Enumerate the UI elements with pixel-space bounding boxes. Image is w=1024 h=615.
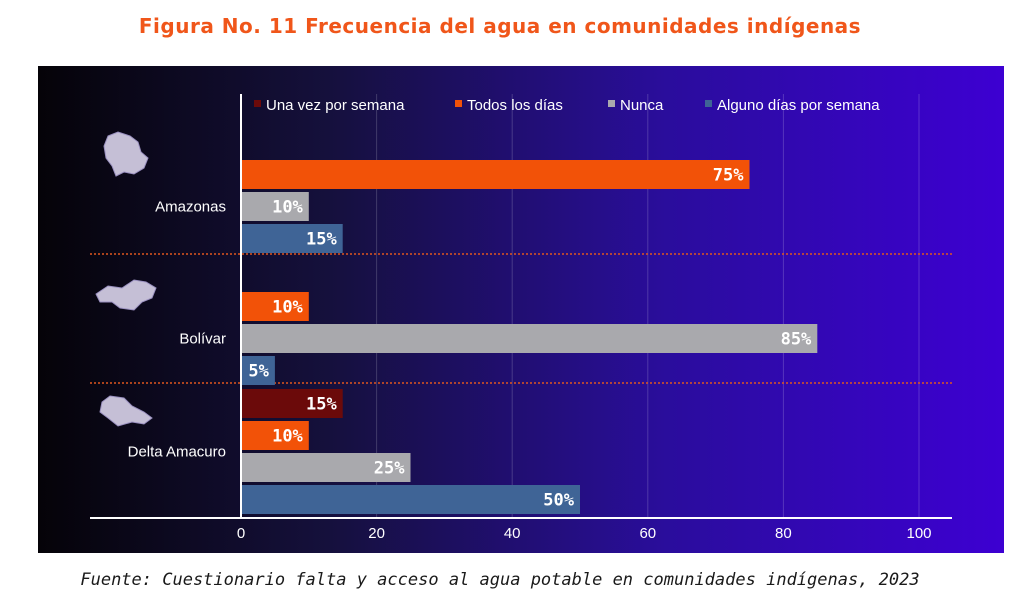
legend-swatch — [455, 100, 462, 107]
data-label: 10% — [272, 427, 303, 447]
source-note: Fuente: Cuestionario falta y acceso al a… — [80, 570, 920, 590]
delta-amacuro-map-icon — [99, 395, 153, 427]
legend-swatch — [608, 100, 615, 107]
axes — [90, 94, 952, 519]
x-tick-labels: 0 20 40 60 80 100 — [237, 525, 932, 542]
category-label: Delta Amacuro — [128, 444, 226, 461]
bars — [242, 160, 818, 514]
data-label: 5% — [248, 362, 269, 382]
data-label: 25% — [374, 459, 405, 479]
category-label: Bolívar — [179, 331, 226, 348]
bar — [242, 485, 580, 514]
x-tick-label: 60 — [639, 525, 656, 542]
legend-swatch — [254, 100, 261, 107]
bar — [242, 453, 411, 482]
legend-label: Alguno días por semana — [717, 97, 880, 114]
bar — [242, 192, 309, 221]
bar — [242, 324, 818, 353]
category-label: Amazonas — [155, 199, 226, 216]
data-label: 15% — [306, 230, 337, 250]
legend-swatch — [705, 100, 712, 107]
legend-label: Una vez por semana — [266, 97, 405, 114]
bar — [242, 224, 343, 253]
data-label: 50% — [543, 491, 574, 511]
bar-chart: 75%10%15%10%85%5%15%10%25%50% AmazonasBo… — [90, 94, 952, 542]
region-maps — [95, 131, 157, 427]
legend: Una vez por semana Todos los días Nunca Alg… — [254, 97, 880, 114]
data-label: 75% — [713, 166, 744, 186]
bar — [242, 292, 309, 321]
x-tick-label: 0 — [237, 525, 245, 542]
data-label: 10% — [272, 298, 303, 318]
category-labels: Amazonas Bolívar Delta Amacuro — [128, 199, 226, 461]
bar — [242, 389, 343, 418]
chart-panel: 75% 10% 15% 10% 85% 5% 15% 10% 25% 50% Amazonas Bo… — [38, 66, 1004, 553]
legend-label: Todos los días — [467, 97, 563, 114]
x-tick-label: 20 — [368, 525, 385, 542]
data-label: 10% — [272, 198, 303, 218]
x-tick-label: 80 — [775, 525, 792, 542]
bar — [242, 160, 750, 189]
value-labels: 75%10%15%10%85%5%15%10%25%50% — [248, 166, 812, 511]
data-label: 85% — [781, 330, 812, 350]
amazonas-map-icon — [103, 131, 149, 177]
bar — [242, 421, 309, 450]
data-label: 15% — [306, 395, 337, 415]
legend-label: Nunca — [620, 97, 664, 114]
x-tick-label: 40 — [504, 525, 521, 542]
bolivar-map-icon — [95, 279, 157, 311]
gridlines — [376, 94, 920, 518]
chart-title: Figura No. 11 Frecuencia del agua en com… — [138, 14, 862, 38]
bar — [242, 356, 275, 385]
x-tick-label: 100 — [906, 525, 931, 542]
group-separators — [90, 253, 952, 384]
